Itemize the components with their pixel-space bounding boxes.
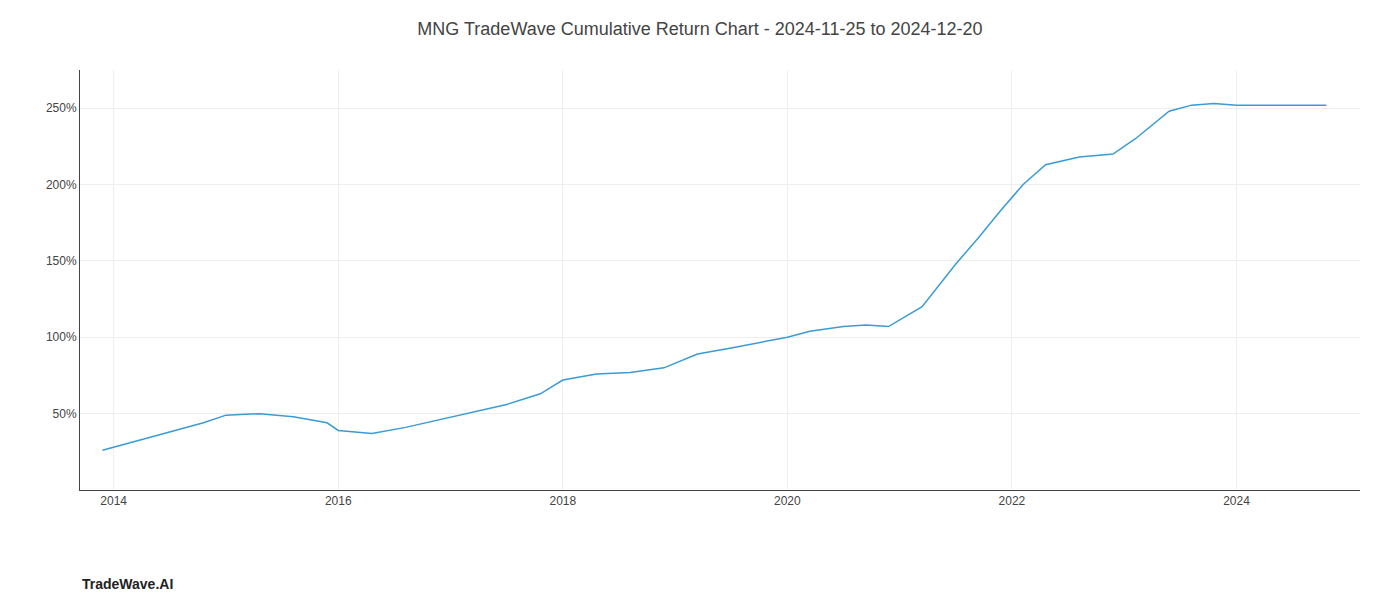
svg-text:2014: 2014 [100,494,127,508]
svg-text:2016: 2016 [325,494,352,508]
svg-text:MNG TradeWave Cumulative Retur: MNG TradeWave Cumulative Return Chart - … [417,19,982,39]
svg-text:150%: 150% [46,254,77,268]
svg-text:2024: 2024 [1223,494,1250,508]
svg-text:2018: 2018 [549,494,576,508]
svg-text:2020: 2020 [774,494,801,508]
svg-text:100%: 100% [46,330,77,344]
svg-text:TradeWave.AI: TradeWave.AI [82,576,173,592]
svg-text:200%: 200% [46,178,77,192]
svg-text:2022: 2022 [999,494,1026,508]
svg-text:250%: 250% [46,101,77,115]
svg-text:50%: 50% [53,407,77,421]
